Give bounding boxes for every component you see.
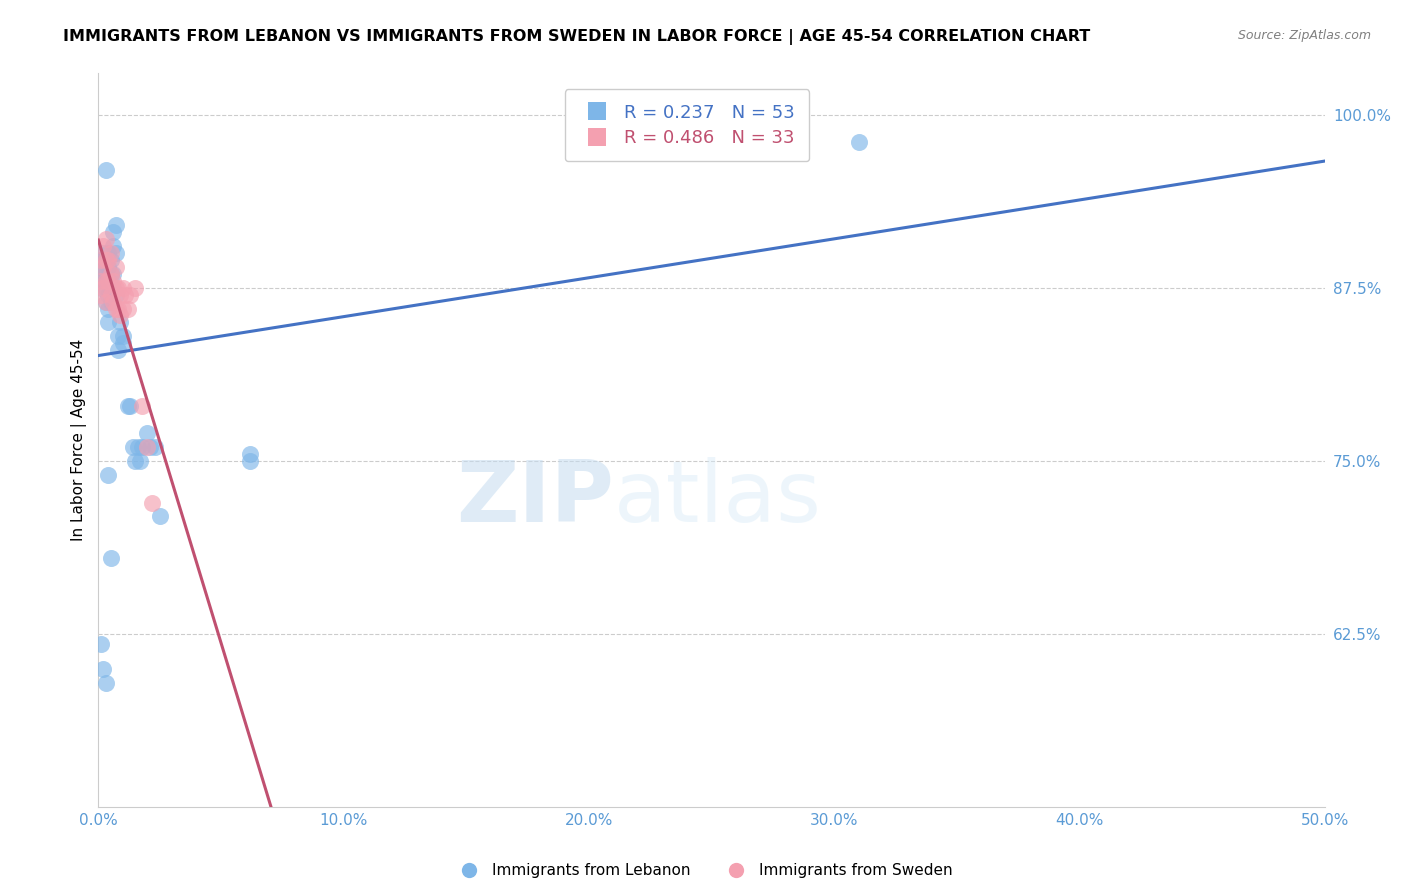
Point	[97, 301, 120, 316]
Point	[100, 294, 122, 309]
Point	[91, 260, 114, 274]
Point	[107, 329, 129, 343]
Point	[124, 281, 146, 295]
Point	[143, 440, 166, 454]
Point	[239, 447, 262, 461]
Point	[117, 399, 139, 413]
Point	[101, 281, 124, 295]
Point	[101, 267, 124, 281]
Point	[111, 301, 134, 316]
Point	[111, 329, 134, 343]
Point	[94, 281, 117, 295]
Point	[91, 246, 114, 260]
Point	[90, 287, 112, 301]
Text: IMMIGRANTS FROM LEBANON VS IMMIGRANTS FROM SWEDEN IN LABOR FORCE | AGE 45-54 COR: IMMIGRANTS FROM LEBANON VS IMMIGRANTS FR…	[63, 29, 1091, 45]
Point	[114, 287, 136, 301]
Point	[111, 281, 134, 295]
Point	[107, 281, 129, 295]
Point	[97, 467, 120, 482]
Point	[94, 675, 117, 690]
Point	[107, 301, 129, 316]
Point	[120, 287, 142, 301]
Point	[101, 294, 124, 309]
Point	[97, 315, 120, 329]
Point	[101, 225, 124, 239]
Point	[104, 246, 127, 260]
Point	[110, 315, 132, 329]
Point	[94, 274, 117, 288]
Point	[91, 662, 114, 676]
Point	[94, 253, 117, 268]
Point	[91, 253, 114, 268]
Point	[136, 426, 159, 441]
Point	[100, 267, 122, 281]
Point	[110, 287, 132, 301]
Point	[91, 274, 114, 288]
Point	[107, 343, 129, 358]
Point	[97, 287, 120, 301]
Point	[117, 301, 139, 316]
Point	[91, 239, 114, 253]
Point	[94, 294, 117, 309]
Point	[124, 454, 146, 468]
Point	[149, 509, 172, 524]
Point	[97, 246, 120, 260]
Point	[94, 232, 117, 246]
Text: ZIP: ZIP	[456, 458, 613, 541]
Legend: Immigrants from Lebanon, Immigrants from Sweden: Immigrants from Lebanon, Immigrants from…	[447, 857, 959, 884]
Point	[100, 267, 122, 281]
Point	[90, 253, 112, 268]
Point	[104, 281, 127, 295]
Point	[136, 440, 159, 454]
Point	[90, 253, 112, 268]
Point	[110, 309, 132, 323]
Text: Source: ZipAtlas.com: Source: ZipAtlas.com	[1237, 29, 1371, 42]
Point	[94, 253, 117, 268]
Point	[141, 495, 163, 509]
Point	[97, 253, 120, 268]
Point	[129, 454, 152, 468]
Point	[104, 219, 127, 233]
Point	[97, 274, 120, 288]
Point	[239, 454, 262, 468]
Point	[848, 135, 870, 149]
Point	[127, 440, 149, 454]
Legend: R = 0.237   N = 53, R = 0.486   N = 33: R = 0.237 N = 53, R = 0.486 N = 33	[565, 89, 810, 161]
Point	[131, 399, 153, 413]
Point	[100, 287, 122, 301]
Point	[100, 246, 122, 260]
Point	[90, 281, 112, 295]
Point	[94, 163, 117, 178]
Point	[90, 637, 112, 651]
Point	[139, 440, 162, 454]
Point	[104, 287, 127, 301]
Point	[120, 399, 142, 413]
Point	[111, 336, 134, 351]
Point	[97, 274, 120, 288]
Point	[131, 440, 153, 454]
Point	[97, 260, 120, 274]
Point	[94, 267, 117, 281]
Point	[104, 301, 127, 316]
Point	[100, 281, 122, 295]
Point	[90, 274, 112, 288]
Point	[94, 294, 117, 309]
Point	[121, 440, 143, 454]
Point	[101, 239, 124, 253]
Point	[100, 551, 122, 566]
Point	[100, 253, 122, 268]
Y-axis label: In Labor Force | Age 45-54: In Labor Force | Age 45-54	[72, 339, 87, 541]
Point	[104, 260, 127, 274]
Text: atlas: atlas	[613, 458, 821, 541]
Point	[90, 267, 112, 281]
Point	[91, 260, 114, 274]
Point	[91, 281, 114, 295]
Point	[101, 274, 124, 288]
